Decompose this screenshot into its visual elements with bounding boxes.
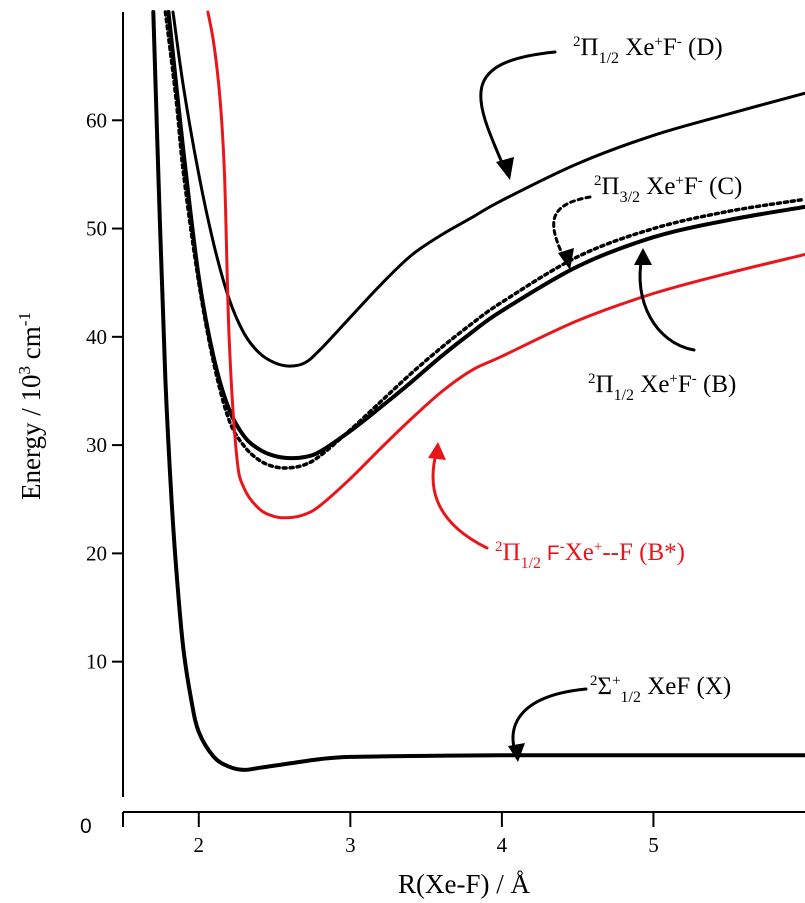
label-d-greek: Π bbox=[581, 34, 599, 61]
label-c-sup2: - bbox=[698, 173, 703, 189]
label-c: 2Π3/2 Xe+F- (C) bbox=[594, 173, 742, 206]
label-d-sub: 1/2 bbox=[599, 50, 619, 67]
label-x-sub: 1/2 bbox=[621, 689, 641, 706]
y-zero-label: 0 bbox=[80, 815, 92, 838]
y-tick-label-40: 40 bbox=[86, 325, 107, 349]
x-ticks: 2 3 4 5 bbox=[122, 812, 659, 857]
label-d-pre: 2 bbox=[573, 34, 581, 50]
arrow-b bbox=[638, 255, 696, 352]
label-x: 2Σ+1/2 XeF (X) bbox=[590, 673, 731, 706]
arrow-d bbox=[479, 50, 557, 174]
arrow-bstar bbox=[431, 448, 489, 550]
label-b-text3: (B) bbox=[697, 371, 737, 398]
curve-bstar bbox=[206, 10, 805, 520]
label-d-sup2: - bbox=[677, 34, 682, 50]
y-axis-title-sup: 3 bbox=[15, 366, 34, 375]
label-b-greek: Π bbox=[596, 371, 614, 398]
arrow-x bbox=[511, 687, 588, 757]
curve-b bbox=[166, 10, 805, 461]
label-bstar: 2Π1/2 F-Xe+--F (B*) bbox=[495, 539, 685, 572]
label-c-sub: 3/2 bbox=[620, 189, 640, 206]
label-x-text3: XeF (X) bbox=[641, 673, 731, 700]
x-tick-label-5: 5 bbox=[648, 833, 659, 857]
arrow-c bbox=[552, 195, 592, 264]
y-axis-title: Energy / 103 cm-1 bbox=[15, 312, 46, 500]
label-b-text2: F bbox=[678, 371, 692, 398]
label-b: 2Π1/2 Xe+F- (B) bbox=[588, 371, 736, 404]
curve-d bbox=[171, 10, 805, 368]
x-tick-label-3: 3 bbox=[345, 833, 356, 857]
label-c-sup1: + bbox=[675, 173, 683, 189]
label-d-text: Xe bbox=[619, 34, 654, 61]
curves bbox=[151, 10, 805, 772]
label-bstar-sub: 1/2 bbox=[521, 555, 541, 572]
x-tick-label-2: 2 bbox=[194, 833, 205, 857]
label-b-sup2: - bbox=[692, 371, 697, 387]
arrow-c-head bbox=[558, 248, 574, 270]
label-x-greek: Σ bbox=[598, 673, 613, 700]
arrow-b-head bbox=[634, 248, 652, 265]
label-bstar-text3: --F (B*) bbox=[602, 539, 685, 566]
label-d-text3: (D) bbox=[682, 34, 723, 61]
label-c-text3: (C) bbox=[703, 173, 743, 200]
label-bstar-text2: Xe bbox=[565, 539, 594, 566]
label-d: 2Π1/2 Xe+F- (D) bbox=[573, 34, 723, 67]
label-bstar-pre: 2 bbox=[495, 539, 503, 555]
y-tick-label-20: 20 bbox=[86, 541, 107, 565]
label-c-greek: Π bbox=[602, 173, 620, 200]
label-c-text: Xe bbox=[640, 173, 675, 200]
label-bstar-sup1: - bbox=[560, 539, 565, 555]
label-c-pre: 2 bbox=[594, 173, 602, 189]
arrow-d-head bbox=[496, 157, 514, 180]
y-ticks: 10 20 30 40 50 60 bbox=[86, 108, 123, 674]
label-d-text2: F bbox=[663, 34, 677, 61]
curve-x bbox=[151, 10, 805, 772]
label-b-text: Xe bbox=[634, 371, 669, 398]
y-axis-title-unit: cm bbox=[16, 326, 46, 366]
y-tick-label-60: 60 bbox=[86, 108, 107, 132]
label-bstar-greek: Π bbox=[503, 539, 521, 566]
label-c-text2: F bbox=[684, 173, 698, 200]
annotation-arrows bbox=[428, 50, 696, 762]
label-bstar-sup2: + bbox=[594, 539, 602, 555]
label-bstar-text: F bbox=[541, 542, 560, 565]
y-tick-label-10: 10 bbox=[86, 650, 107, 674]
label-x-pre: 2 bbox=[590, 673, 598, 689]
label-x-sup0: + bbox=[612, 673, 620, 689]
arrow-bstar-head bbox=[428, 442, 446, 460]
y-tick-label-50: 50 bbox=[86, 217, 107, 241]
y-axis-title-unit-sup: -1 bbox=[15, 312, 34, 326]
x-tick-label-4: 4 bbox=[497, 833, 508, 857]
label-b-sup1: + bbox=[669, 371, 677, 387]
x-axis-title: R(Xe-F) / Å bbox=[398, 869, 530, 899]
arrow-x-head bbox=[508, 743, 525, 762]
label-b-pre: 2 bbox=[588, 371, 596, 387]
label-b-sub: 1/2 bbox=[614, 387, 634, 404]
label-d-sup1: + bbox=[654, 34, 662, 50]
y-axis-title-main: Energy / 10 bbox=[16, 374, 46, 499]
y-tick-label-30: 30 bbox=[86, 433, 107, 457]
